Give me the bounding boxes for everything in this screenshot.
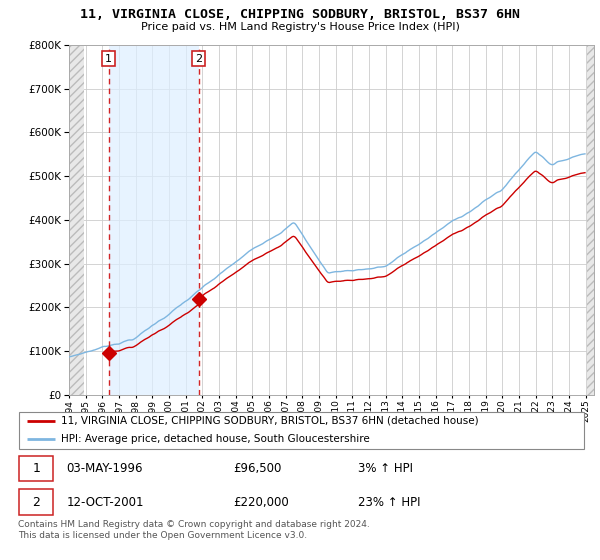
11, VIRGINIA CLOSE, CHIPPING SODBURY, BRISTOL, BS37 6HN (detached house) — [479, 214, 486, 221]
Text: 12-OCT-2001: 12-OCT-2001 — [66, 496, 143, 508]
Text: Price paid vs. HM Land Registry's House Price Index (HPI): Price paid vs. HM Land Registry's House … — [140, 22, 460, 32]
Text: Contains HM Land Registry data © Crown copyright and database right 2024.
This d: Contains HM Land Registry data © Crown c… — [18, 520, 370, 540]
Text: £220,000: £220,000 — [233, 496, 289, 508]
Bar — [109, 45, 199, 395]
Text: 03-MAY-1996: 03-MAY-1996 — [66, 462, 143, 475]
Line: HPI: Average price, detached house, South Gloucestershire: HPI: Average price, detached house, Sout… — [70, 152, 585, 357]
Text: 23% ↑ HPI: 23% ↑ HPI — [358, 496, 421, 508]
HPI: Average price, detached house, South Gloucestershire: (2.01e+03, 2.8e+05): Average price, detached house, South Glo… — [329, 269, 336, 276]
HPI: Average price, detached house, South Gloucestershire: (2e+03, 1.61e+05): Average price, detached house, South Glo… — [151, 321, 158, 328]
Text: 2: 2 — [195, 54, 202, 63]
11, VIRGINIA CLOSE, CHIPPING SODBURY, BRISTOL, BS37 6HN (detached house) — [105, 349, 112, 356]
HPI: Average price, detached house, South Gloucestershire: (2.02e+03, 5.45e+05): Average price, detached house, South Glo… — [572, 153, 579, 160]
Text: 11, VIRGINIA CLOSE, CHIPPING SODBURY, BRISTOL, BS37 6HN (detached house): 11, VIRGINIA CLOSE, CHIPPING SODBURY, BR… — [61, 416, 478, 426]
Bar — [19, 455, 53, 482]
Line: 11, VIRGINIA CLOSE, CHIPPING SODBURY, BRISTOL, BS37 6HN (detached house): 11, VIRGINIA CLOSE, CHIPPING SODBURY, BR… — [109, 171, 585, 353]
HPI: Average price, detached house, South Gloucestershire: (2.02e+03, 5.51e+05): Average price, detached house, South Glo… — [581, 151, 589, 157]
Bar — [587, 45, 594, 395]
HPI: Average price, detached house, South Gloucestershire: (1.99e+03, 8.71e+04): Average price, detached house, South Glo… — [66, 353, 73, 360]
11, VIRGINIA CLOSE, CHIPPING SODBURY, BRISTOL, BS37 6HN (detached house) — [581, 169, 589, 176]
11, VIRGINIA CLOSE, CHIPPING SODBURY, BRISTOL, BS37 6HN (detached house) — [373, 274, 380, 281]
Bar — [19, 489, 53, 515]
Text: 1: 1 — [32, 462, 40, 475]
Bar — [69, 45, 84, 395]
Text: 2: 2 — [32, 496, 40, 508]
HPI: Average price, detached house, South Gloucestershire: (2e+03, 3.17e+05): Average price, detached house, South Glo… — [240, 253, 247, 259]
Text: HPI: Average price, detached house, South Gloucestershire: HPI: Average price, detached house, Sout… — [61, 435, 369, 444]
11, VIRGINIA CLOSE, CHIPPING SODBURY, BRISTOL, BS37 6HN (detached house) — [179, 312, 186, 319]
11, VIRGINIA CLOSE, CHIPPING SODBURY, BRISTOL, BS37 6HN (detached house) — [538, 172, 545, 179]
Text: £96,500: £96,500 — [233, 462, 282, 475]
HPI: Average price, detached house, South Gloucestershire: (2.02e+03, 5.54e+05): Average price, detached house, South Glo… — [532, 149, 539, 156]
11, VIRGINIA CLOSE, CHIPPING SODBURY, BRISTOL, BS37 6HN (detached house) — [532, 168, 539, 175]
Text: 1: 1 — [105, 54, 112, 63]
11, VIRGINIA CLOSE, CHIPPING SODBURY, BRISTOL, BS37 6HN (detached house) — [312, 263, 319, 269]
11, VIRGINIA CLOSE, CHIPPING SODBURY, BRISTOL, BS37 6HN (detached house) — [379, 273, 386, 280]
HPI: Average price, detached house, South Gloucestershire: (2e+03, 1.29e+05): Average price, detached house, South Glo… — [131, 335, 139, 342]
HPI: Average price, detached house, South Gloucestershire: (2.02e+03, 3.9e+05): Average price, detached house, South Glo… — [444, 221, 451, 227]
Text: 3% ↑ HPI: 3% ↑ HPI — [358, 462, 413, 475]
Text: 11, VIRGINIA CLOSE, CHIPPING SODBURY, BRISTOL, BS37 6HN: 11, VIRGINIA CLOSE, CHIPPING SODBURY, BR… — [80, 8, 520, 21]
